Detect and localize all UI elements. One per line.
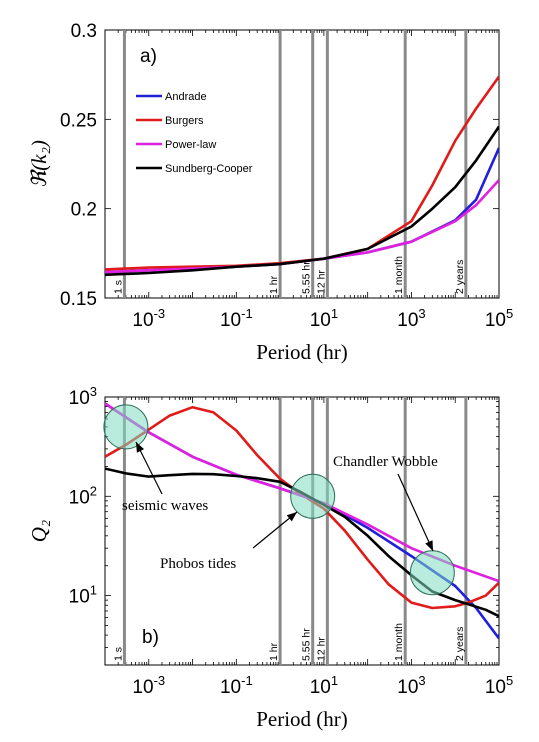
y-tick-label: 0.15 bbox=[60, 289, 97, 310]
x-tick-label: 103 bbox=[397, 306, 425, 331]
reference-line-label: 12 hr bbox=[315, 270, 327, 294]
x-tick-label: 10-1 bbox=[220, 673, 253, 698]
y-tick-label: 0.25 bbox=[60, 110, 97, 131]
x-tick-label: 101 bbox=[310, 673, 338, 698]
reference-line-label: 1 month bbox=[393, 256, 405, 294]
annotation-label: seismic waves bbox=[122, 498, 208, 514]
reference-line-label: 5.55 hr bbox=[301, 628, 313, 661]
highlight-circle bbox=[290, 473, 336, 519]
x-tick-label: 10-3 bbox=[132, 306, 165, 331]
series-group bbox=[105, 75, 499, 277]
x-tick-label: 105 bbox=[485, 306, 513, 331]
plot-frame bbox=[104, 396, 500, 666]
reference-line-label: 1 hr bbox=[268, 642, 280, 661]
y-tick-label: 0.2 bbox=[71, 200, 97, 221]
reference-line-label: 2 years bbox=[454, 260, 466, 294]
reference-line-label: 12 hr bbox=[315, 637, 327, 661]
panel-label: a) bbox=[140, 46, 157, 67]
plot-frame bbox=[104, 29, 500, 299]
legend-label: Power-law bbox=[165, 139, 216, 151]
series-line-andrade bbox=[105, 402, 499, 640]
y-tick-label: 102 bbox=[69, 483, 97, 508]
panel-a: 10-3 10-1 101 103 105 0.15 0.2 0.25 0.3 1 s 1 hr 5.… bbox=[27, 21, 513, 364]
series-line-power-law bbox=[105, 179, 499, 274]
series-line-sundberg-cooper bbox=[105, 125, 499, 277]
x-tick-label: 10-1 bbox=[220, 306, 253, 331]
y-axis-label: Q₂ bbox=[27, 520, 51, 542]
highlight-circle bbox=[103, 404, 149, 450]
reference-line-label: 1 hr bbox=[268, 275, 280, 294]
legend: Andrade Burgers Power-law Sundberg-Cooper bbox=[136, 91, 253, 175]
reference-line-label: 1 s bbox=[112, 280, 124, 294]
y-tick-label: 0.3 bbox=[71, 21, 97, 42]
legend-label: Burgers bbox=[165, 115, 204, 127]
x-tick-label: 105 bbox=[485, 673, 513, 698]
reference-line-label: 1 s bbox=[112, 647, 124, 661]
reference-line-label: 1 month bbox=[393, 623, 405, 661]
panel-b: 10-3 10-1 101 103 105 101 102 103 1 s 1 hr 5.55 hr… bbox=[27, 384, 513, 731]
annotations: seismic waves Phobos tides Chandler Wobble bbox=[103, 404, 455, 596]
annotation-arrow-head bbox=[286, 512, 297, 522]
y-tick-label: 103 bbox=[69, 384, 97, 409]
annotation-arrow-head bbox=[136, 442, 145, 453]
y-axis-label: ℜ(k₂) bbox=[27, 140, 51, 188]
x-axis-label: Period (hr) bbox=[256, 707, 348, 731]
y-tick-label: 101 bbox=[69, 583, 97, 608]
panel-label: b) bbox=[142, 627, 159, 648]
x-tick-label: 103 bbox=[397, 673, 425, 698]
legend-label: Sundberg-Cooper bbox=[165, 163, 253, 175]
annotation-arrow-shaft bbox=[397, 473, 434, 552]
highlight-circle bbox=[409, 550, 455, 596]
annotation-label: Phobos tides bbox=[160, 556, 236, 572]
reference-line-label: 5.55 hr bbox=[301, 261, 313, 294]
annotation-label: Chandler Wobble bbox=[333, 454, 438, 470]
reference-line-label: 2 years bbox=[454, 627, 466, 661]
x-axis-label: Period (hr) bbox=[256, 340, 348, 364]
x-tick-label: 101 bbox=[310, 306, 338, 331]
legend-label: Andrade bbox=[165, 91, 207, 103]
x-tick-label: 10-3 bbox=[132, 673, 165, 698]
series-group bbox=[105, 402, 499, 640]
annotation-arrow-head bbox=[425, 540, 433, 551]
